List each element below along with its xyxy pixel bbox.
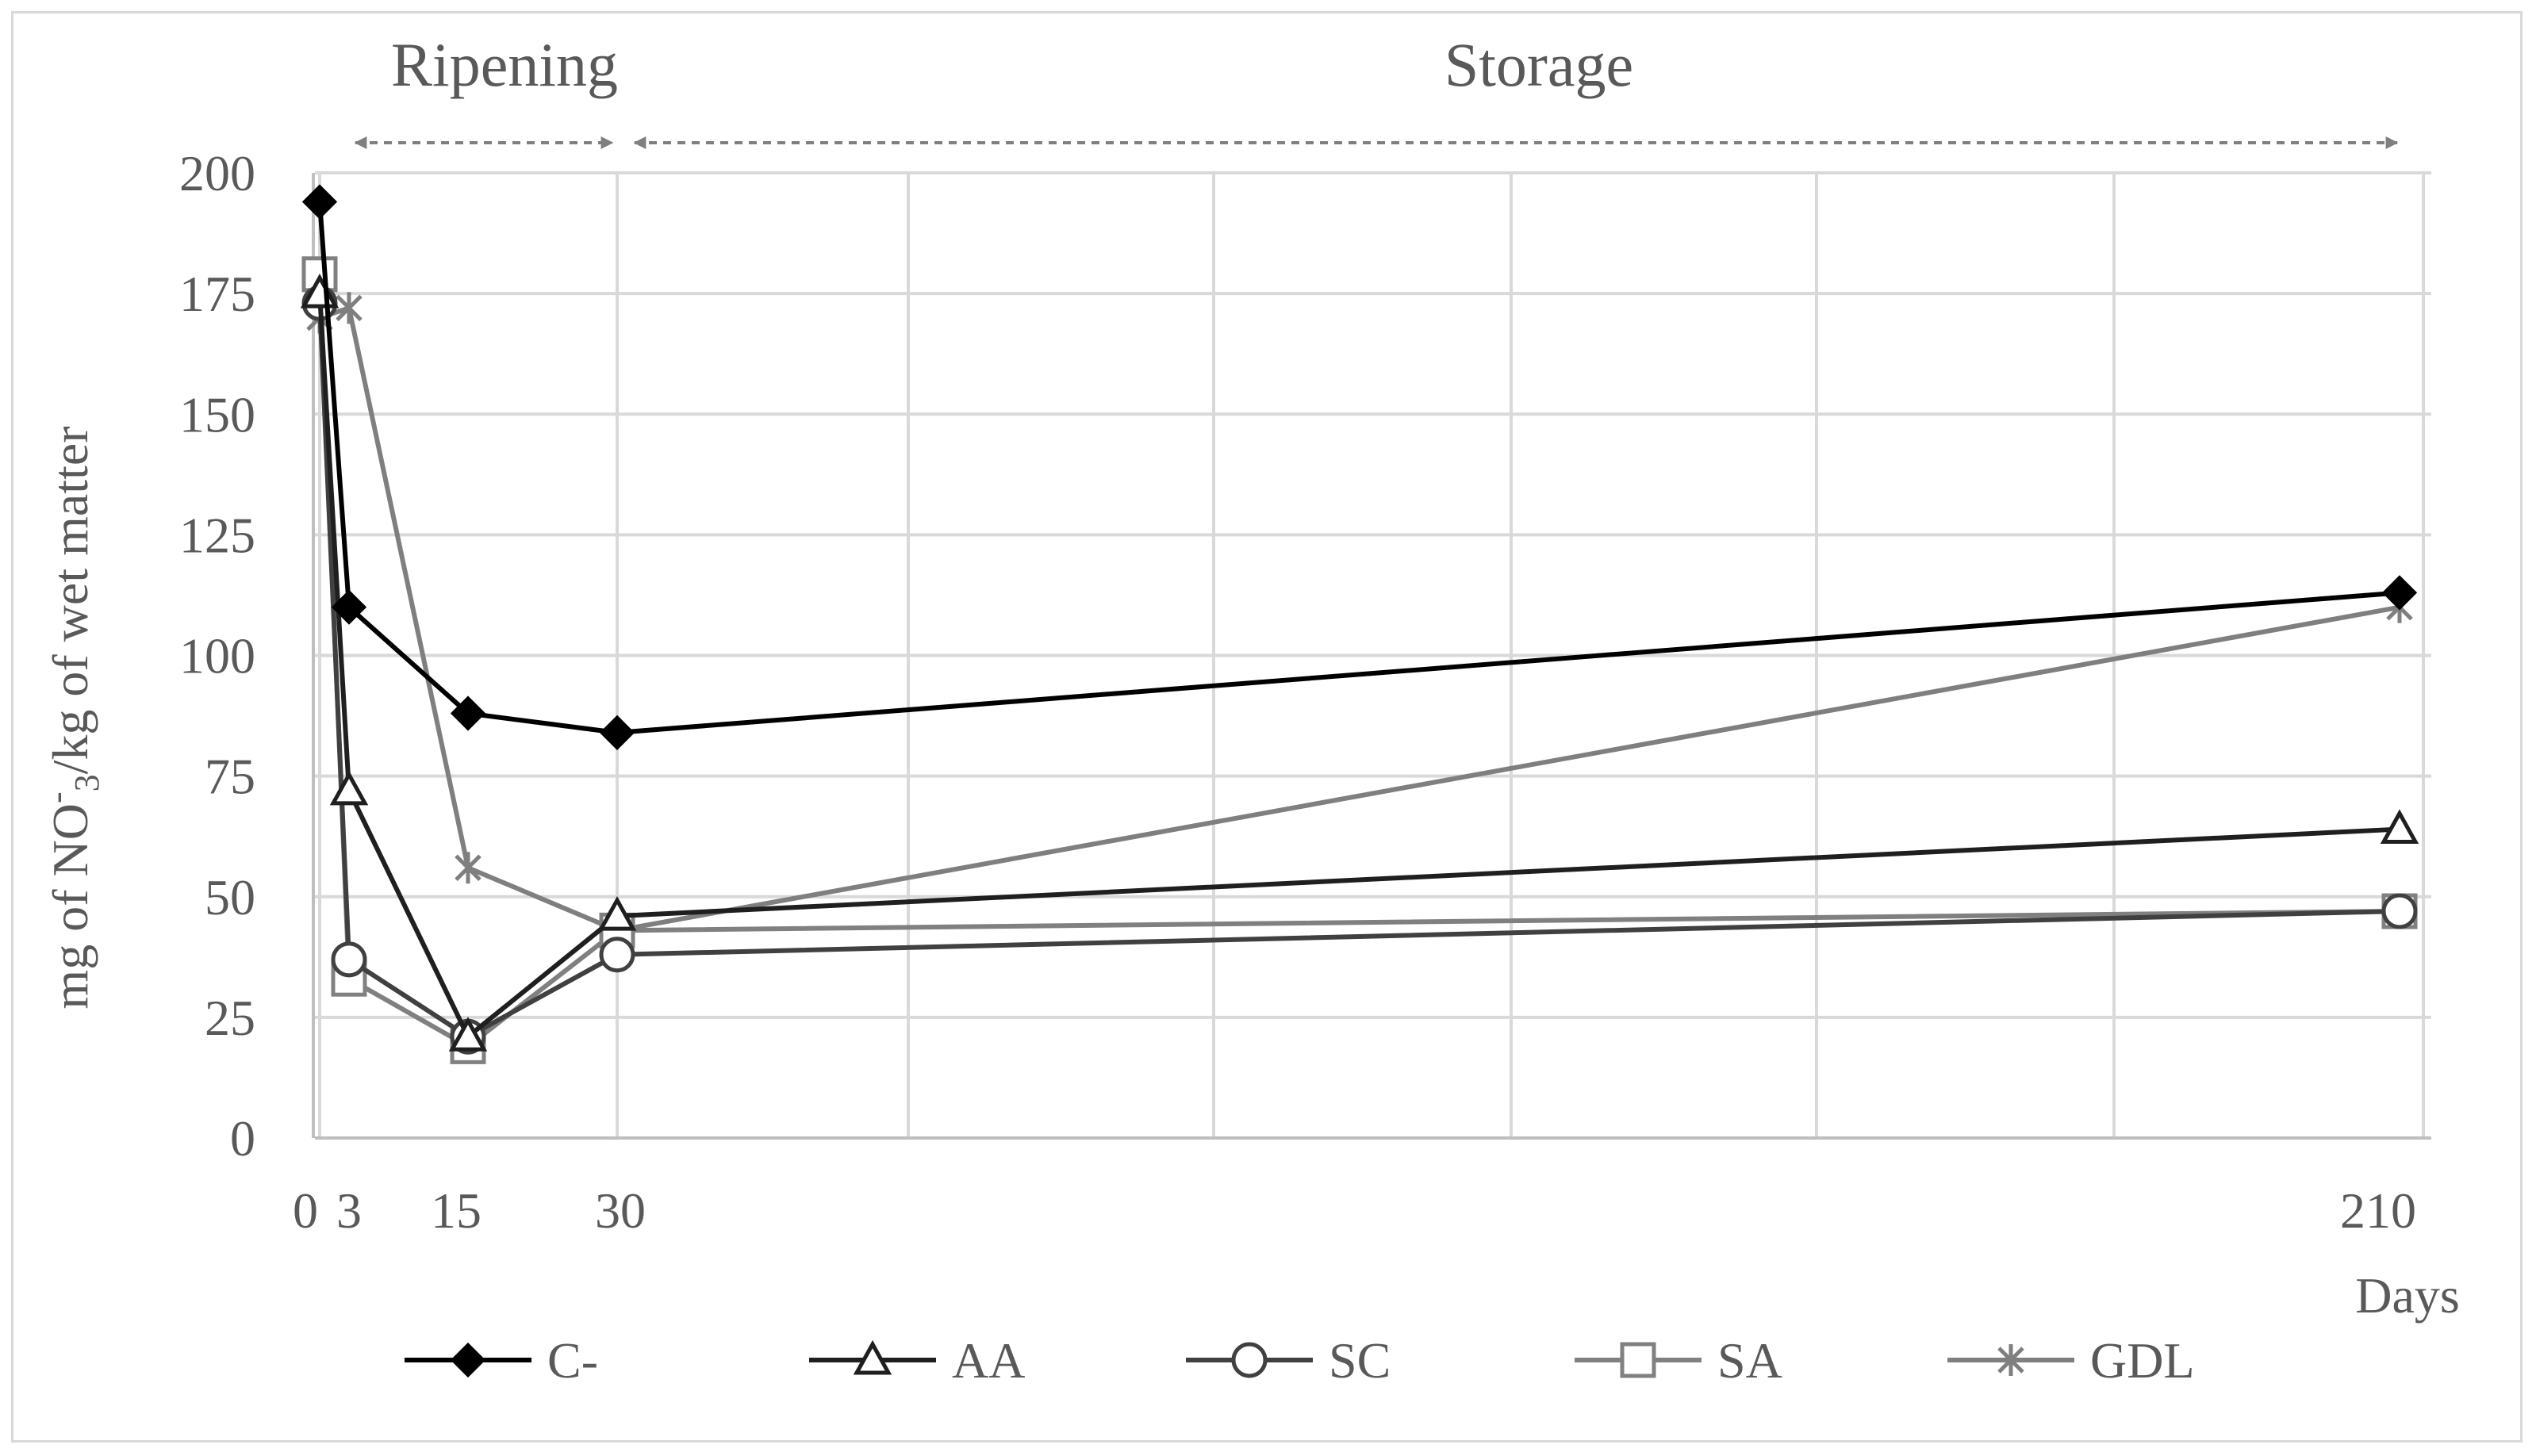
legend-label: AA	[952, 1332, 1025, 1389]
y-tick-label: 125	[179, 507, 255, 563]
y-tick-label: 200	[179, 145, 255, 201]
series-c	[301, 184, 2418, 750]
chart-frame	[11, 11, 2523, 1443]
y-tick-label: 175	[179, 266, 255, 322]
legend: C- AA SC SA GDL	[405, 1332, 2195, 1389]
data-point	[448, 1017, 488, 1052]
series-line	[317, 201, 2400, 735]
y-tick-label: 75	[205, 749, 255, 805]
data-point	[336, 292, 363, 324]
x-tick-label: 0	[293, 1182, 318, 1239]
series-layer	[300, 184, 2419, 1064]
data-point	[331, 589, 367, 625]
phase-label: Storage	[1444, 30, 1633, 99]
y-tick-label: 0	[230, 1110, 255, 1167]
data-point	[2380, 809, 2419, 845]
legend-marker	[1997, 1344, 2024, 1376]
legend-label: GDL	[2090, 1332, 2195, 1389]
y-tick-label: 100	[179, 628, 255, 684]
phase-annotations: Ripening Storage	[354, 30, 2399, 149]
y-axis-label: mg of NO-3/kg of wet matter	[37, 426, 106, 1009]
data-point	[2381, 893, 2418, 929]
legend-marker	[450, 1342, 486, 1378]
legend-marker	[1231, 1342, 1268, 1378]
legend-label: SC	[1329, 1332, 1391, 1389]
data-point	[455, 852, 481, 884]
x-axis-label: Days	[2355, 1267, 2460, 1324]
y-tick-label: 150	[179, 386, 255, 443]
legend-item: C-	[405, 1332, 598, 1389]
data-point	[2381, 575, 2418, 611]
legend-item: SA	[1575, 1332, 1782, 1389]
data-point	[599, 715, 635, 750]
series-gdl	[306, 292, 2413, 947]
phase-label: Ripening	[391, 30, 618, 99]
y-tick-label: 50	[205, 869, 255, 925]
data-point	[301, 184, 338, 220]
grid-layer	[315, 171, 2431, 1138]
data-point	[331, 941, 367, 978]
x-tick-label: 15	[431, 1182, 481, 1239]
data-point	[599, 937, 635, 973]
series-sc	[301, 285, 2418, 1055]
data-point	[450, 695, 486, 731]
legend-item: AA	[809, 1332, 1025, 1389]
legend-item: GDL	[1947, 1332, 2195, 1389]
legend-marker	[1620, 1342, 1656, 1378]
data-point	[329, 770, 369, 806]
legend-label: C-	[547, 1332, 598, 1389]
data-point	[597, 895, 637, 931]
x-tick-label: 3	[336, 1182, 362, 1239]
legend-label: SA	[1717, 1332, 1782, 1389]
x-tick-label: 210	[2340, 1182, 2416, 1239]
legend-item: SC	[1186, 1332, 1391, 1389]
x-tick-label: 30	[595, 1182, 646, 1239]
legend-marker	[853, 1339, 892, 1375]
y-tick-label: 25	[205, 990, 255, 1046]
series-aa	[300, 273, 2419, 1052]
